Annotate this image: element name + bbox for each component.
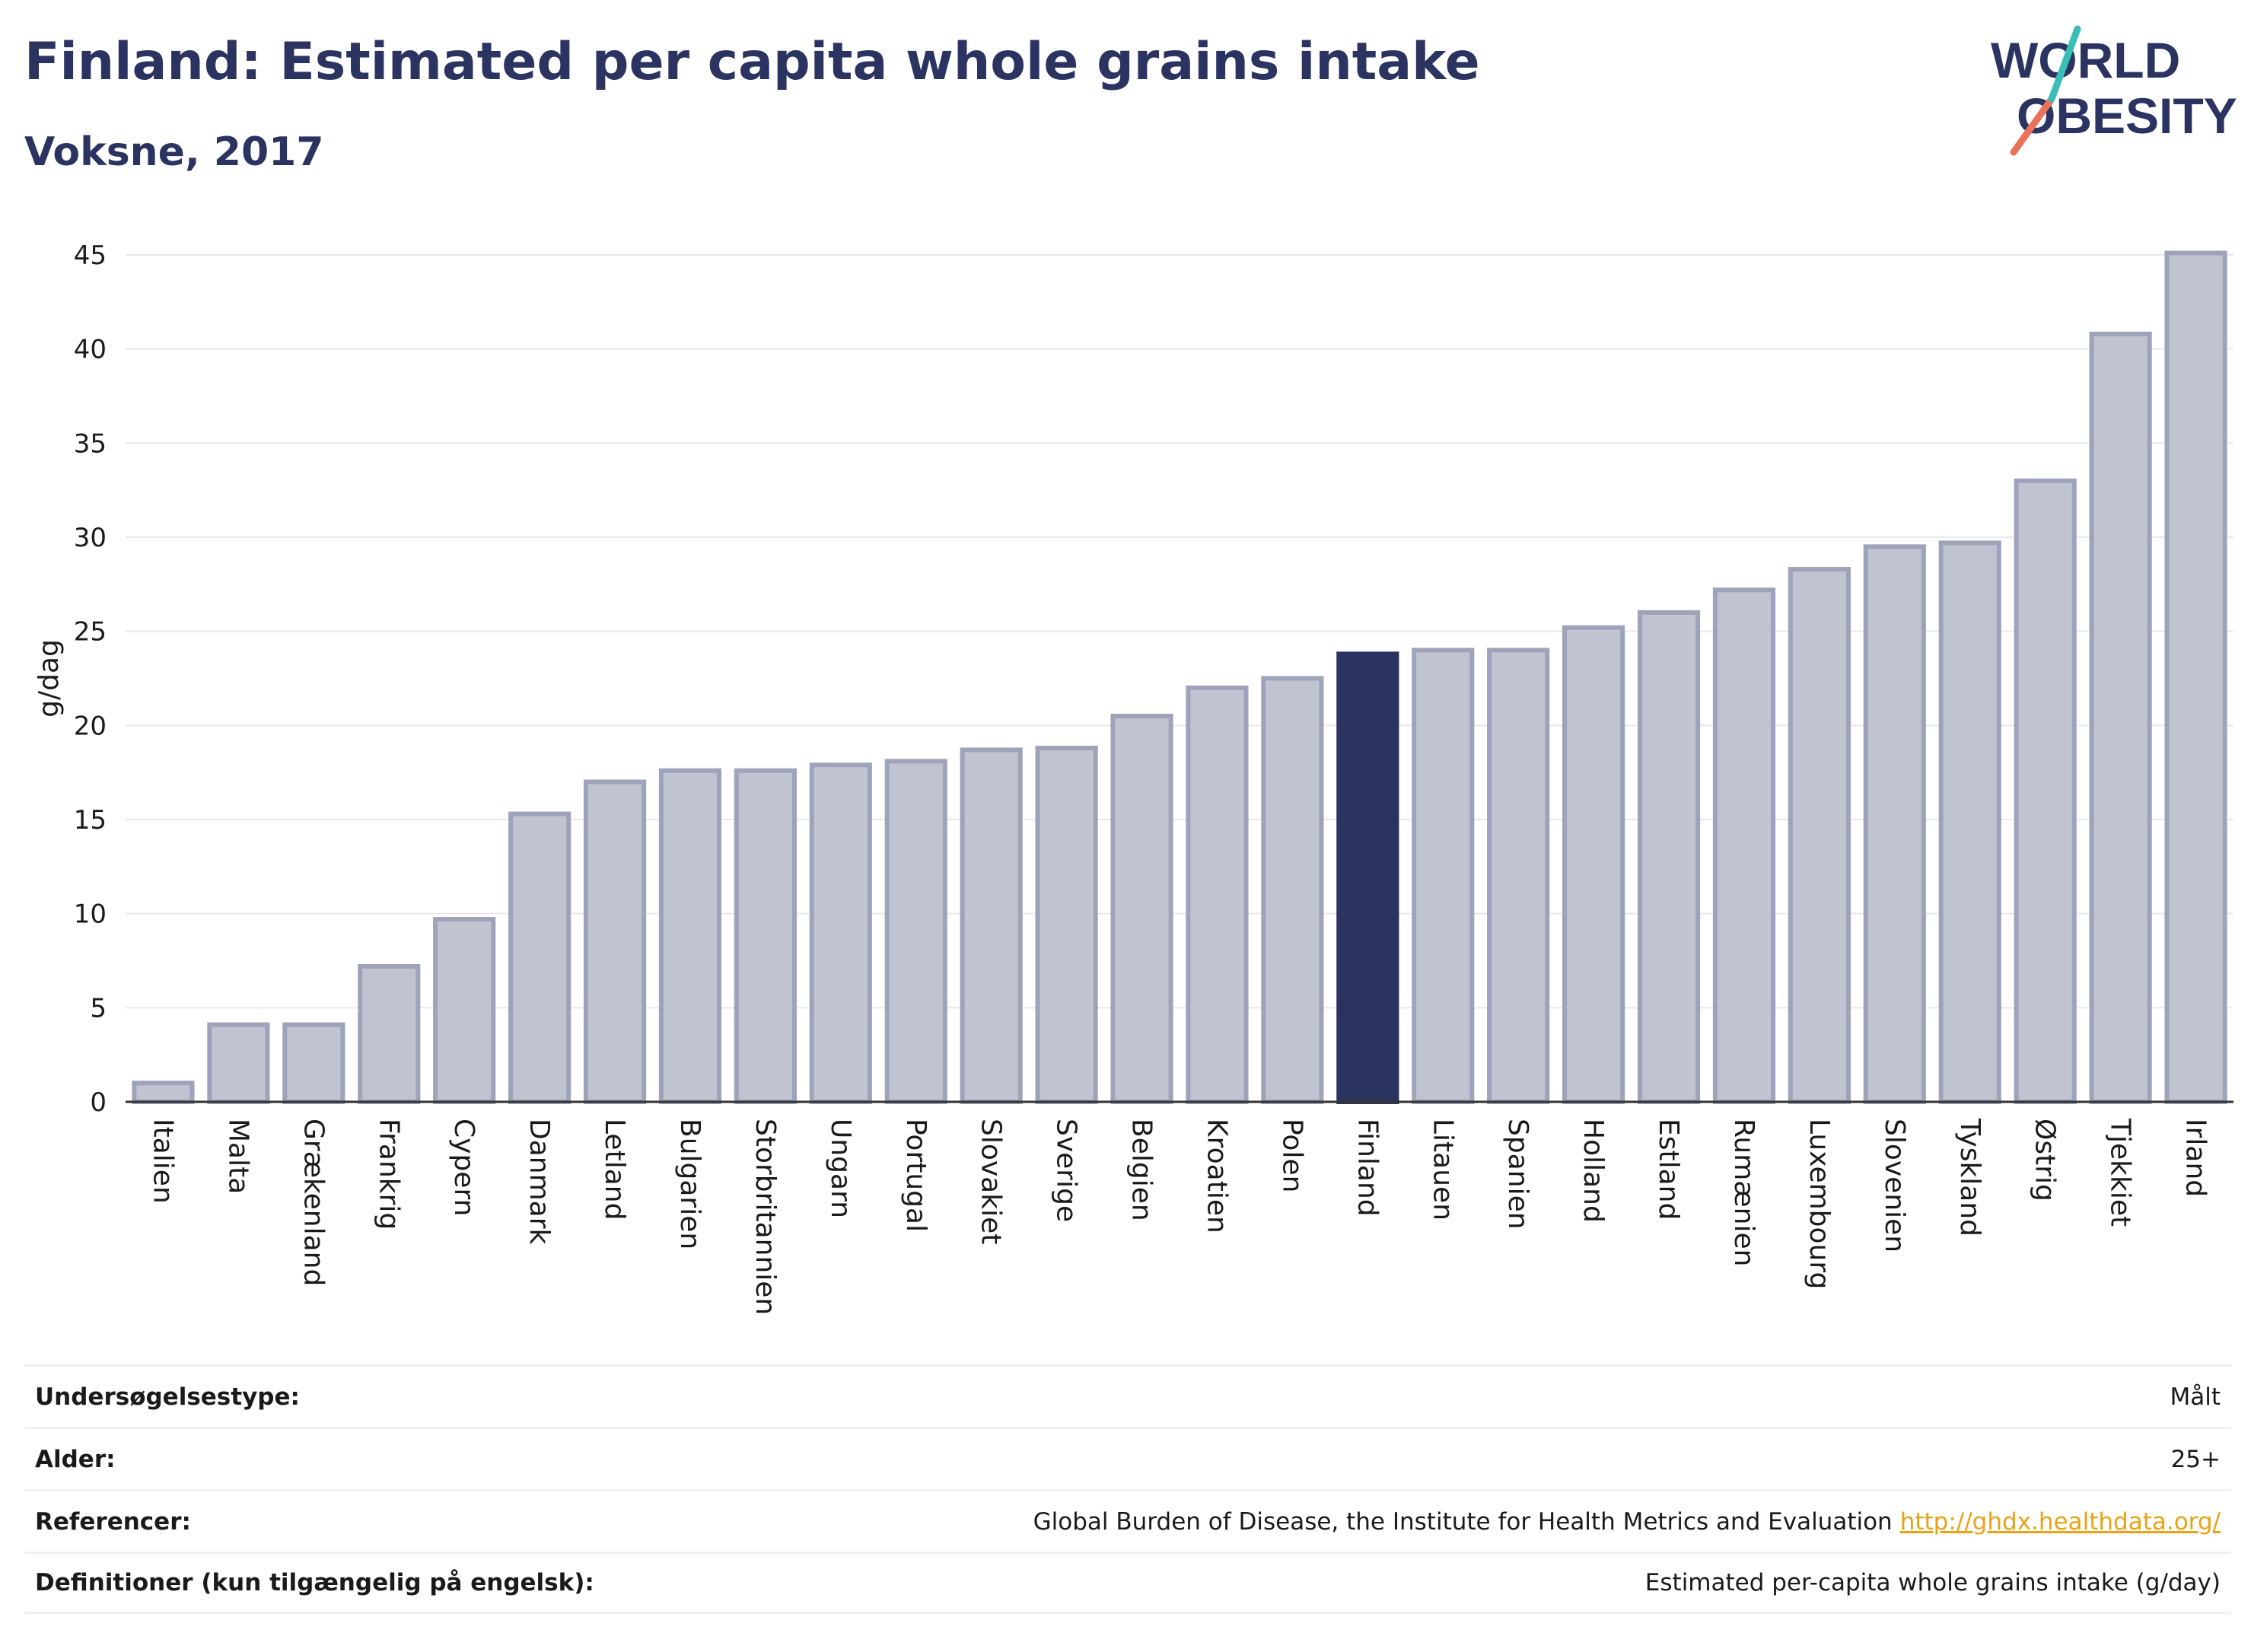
x-tick-label: Luxembourg [1804, 1119, 1835, 1289]
x-tick-label: Irland [2180, 1119, 2211, 1197]
info-row: Definitioner (kun tilgængelig på engelsk… [24, 1552, 2231, 1614]
info-value-text: Målt [2170, 1383, 2221, 1411]
bar-Irland[interactable] [2164, 250, 2227, 1105]
x-tick-label: Belgien [1126, 1119, 1157, 1221]
logo-slash-coral [2010, 95, 2055, 156]
info-table: Undersøgelsestype: Målt Alder: 25+ Reference… [24, 1364, 2231, 1614]
bar-Malta[interactable] [207, 1022, 270, 1105]
x-tick-label: Portugal [900, 1119, 931, 1232]
x-tick-label: Ungarn [825, 1119, 856, 1218]
bar-Slovenien[interactable] [1863, 544, 1926, 1104]
y-tick-label: 5 [90, 993, 107, 1023]
bar-Litauen[interactable] [1412, 648, 1475, 1104]
bar-Storbritannien[interactable] [734, 768, 797, 1105]
y-tick-label: 45 [74, 240, 107, 271]
x-tick-label: Italien [147, 1119, 178, 1204]
x-tick-label: Grækenland [298, 1119, 329, 1286]
y-tick-label: 30 [74, 523, 107, 553]
info-value-text: Global Burden of Disease, the Institute … [1033, 1507, 1893, 1536]
y-tick-labels: 0 5 10 15 20 25 30 35 40 45 [74, 240, 107, 1118]
info-value-text: 25+ [2170, 1445, 2221, 1473]
x-tick-label: Malta [222, 1119, 253, 1194]
bar-Holland[interactable] [1562, 625, 1625, 1104]
info-label: Definitioner (kun tilgængelig på engelsk… [35, 1569, 594, 1596]
x-tick-label: Slovenien [1879, 1119, 1910, 1253]
bar-Østrig[interactable] [2014, 478, 2077, 1104]
y-axis-label: g/dag [33, 639, 65, 718]
info-row: Undersøgelsestype: Målt [24, 1364, 2231, 1427]
x-tick-label: Sverige [1051, 1119, 1082, 1222]
world-obesity-logo: WORLD OBESITY [1991, 25, 2237, 156]
y-tick-label: 25 [74, 617, 107, 648]
bar-Letland[interactable] [583, 779, 647, 1104]
x-tick-label: Finland [1352, 1119, 1383, 1217]
info-row: Referencer: Global Burden of Disease, the… [24, 1489, 2231, 1552]
info-value-text: Estimated per-capita whole grains intake… [1644, 1569, 2221, 1596]
info-value: Global Burden of Disease, the Institute … [1033, 1508, 2221, 1536]
info-label: Undersøgelsestype: [35, 1383, 300, 1411]
bar-Estland[interactable] [1637, 610, 1701, 1104]
x-tick-label: Østrig [2030, 1119, 2061, 1202]
bar-Danmark[interactable] [508, 811, 572, 1104]
info-label: Referencer: [35, 1507, 191, 1536]
x-tick-label: Storbritannien [750, 1119, 781, 1315]
y-tick-label: 0 [90, 1087, 107, 1118]
y-tick-label: 10 [74, 899, 107, 930]
info-value: Estimated per-capita whole grains intake… [1645, 1569, 2221, 1596]
info-label: Alder: [35, 1445, 116, 1473]
bar-Slovakiet[interactable] [960, 747, 1023, 1105]
bars [132, 250, 2227, 1105]
bar-Spanien[interactable] [1487, 648, 1550, 1104]
x-tick-label: Polen [1276, 1119, 1307, 1192]
bar-Grækenland[interactable] [282, 1022, 345, 1105]
bar-Ungarn[interactable] [809, 762, 872, 1104]
bar-Finland[interactable] [1336, 651, 1399, 1104]
bar-Bulgarien[interactable] [658, 768, 722, 1105]
x-tick-label: Tyskland [1954, 1118, 1985, 1237]
y-tick-label: 20 [74, 711, 107, 741]
bar-Cypern[interactable] [433, 917, 496, 1104]
x-tick-label: Danmark [524, 1119, 555, 1245]
x-tick-label: Letland [599, 1119, 630, 1220]
bar-Polen[interactable] [1261, 676, 1324, 1104]
reference-link[interactable]: http://ghdx.healthdata.org/ [1899, 1507, 2221, 1536]
x-tick-label: Bulgarien [674, 1119, 705, 1249]
bar-Luxembourg[interactable] [1788, 567, 1851, 1104]
info-value: 25+ [2171, 1446, 2221, 1473]
x-tick-label: Estland [1653, 1119, 1684, 1220]
bar-Tjekkiet[interactable] [2089, 331, 2152, 1104]
bar-Tyskland[interactable] [1938, 540, 2001, 1104]
y-tick-label: 40 [74, 335, 107, 365]
bar-Rumænien[interactable] [1712, 587, 1776, 1104]
page-subtitle: Voksne, 2017 [24, 129, 324, 175]
bar-Belgien[interactable] [1110, 713, 1173, 1104]
x-tick-label: Tjekkiet [2105, 1118, 2136, 1227]
info-value: Målt [2170, 1383, 2221, 1411]
x-tick-labels: Italien Malta Grækenland Frankrig Cypern Danm… [147, 1118, 2211, 1315]
x-tick-label: Spanien [1502, 1119, 1533, 1230]
bar-chart: 0 5 10 15 20 25 30 35 40 45 Italien Malta Grækenlan… [33, 240, 2233, 1315]
bar-Sverige[interactable] [1035, 746, 1098, 1104]
y-tick-label: 35 [74, 428, 107, 459]
page-title: Finland: Estimated per capita whole grai… [24, 32, 1480, 92]
bar-Kroatien[interactable] [1186, 685, 1249, 1104]
bar-Italien[interactable] [132, 1081, 195, 1105]
x-tick-label: Cypern [448, 1119, 479, 1216]
x-tick-label: Kroatien [1201, 1119, 1232, 1233]
logo-line1: WORLD [1991, 32, 2180, 88]
x-tick-label: Rumænien [1728, 1119, 1759, 1266]
x-tick-label: Slovakiet [976, 1119, 1007, 1244]
bar-Frankrig[interactable] [358, 963, 421, 1105]
bar-Portugal[interactable] [884, 759, 947, 1104]
y-tick-label: 15 [74, 805, 107, 836]
x-tick-label: Litauen [1427, 1119, 1458, 1221]
x-tick-label: Holland [1578, 1119, 1609, 1223]
info-row: Alder: 25+ [24, 1427, 2231, 1489]
logo-slash-teal [2048, 25, 2081, 103]
x-tick-label: Frankrig [373, 1119, 404, 1230]
